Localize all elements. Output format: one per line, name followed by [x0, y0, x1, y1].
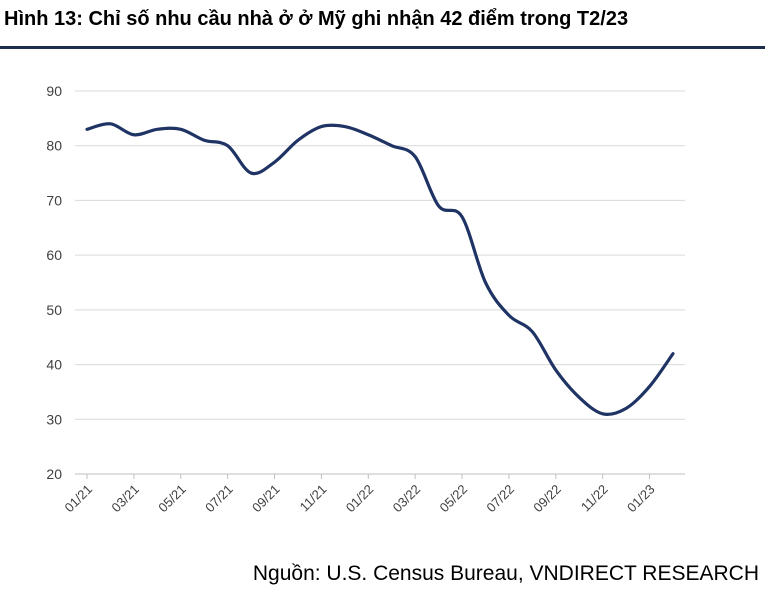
- y-tick-label: 40: [46, 357, 62, 373]
- x-tick-label: 05/21: [155, 482, 189, 516]
- x-tick-label: 03/21: [108, 482, 142, 516]
- title-divider: [0, 46, 765, 49]
- x-tick-label: 05/22: [437, 482, 471, 516]
- y-tick-label: 90: [46, 83, 62, 99]
- series-group: [85, 122, 675, 416]
- x-tick-label: 11/21: [297, 482, 330, 515]
- x-tick-label: 11/22: [578, 482, 611, 515]
- x-tick-label: 09/22: [530, 482, 564, 516]
- y-tick-label: 50: [46, 302, 62, 318]
- y-tick-label: 30: [46, 411, 62, 427]
- y-tick-label: 60: [46, 247, 62, 263]
- y-tick-label: 80: [46, 138, 62, 154]
- x-tick-label: 03/22: [390, 482, 424, 516]
- y-axis-ticks: 20 30 40 50 60 70 80 90: [46, 83, 62, 482]
- y-tick-label: 70: [46, 192, 62, 208]
- x-tick-label: 01/22: [343, 482, 377, 516]
- x-tick-label: 01/23: [624, 482, 658, 516]
- source-note: Nguồn: U.S. Census Bureau, VNDIRECT RESE…: [252, 562, 759, 585]
- series-line: [85, 122, 675, 416]
- x-axis-ticks: 01/21 03/21 05/21 07/21 09/21 11/21 01/22 03/22…: [62, 474, 658, 515]
- line-chart: 20 30 40 50 60 70 80 90 01/21 03/21 05/21 07/21 09/…: [46, 83, 685, 515]
- gridlines: [75, 90, 685, 475]
- x-tick-label: 07/21: [202, 482, 236, 516]
- y-tick-label: 20: [46, 466, 62, 482]
- chart-title: Hình 13: Chỉ số nhu cầu nhà ở ở Mỹ ghi n…: [4, 8, 629, 30]
- x-tick-label: 01/21: [62, 482, 96, 516]
- x-tick-label: 09/21: [249, 482, 283, 516]
- x-tick-label: 07/22: [483, 482, 517, 516]
